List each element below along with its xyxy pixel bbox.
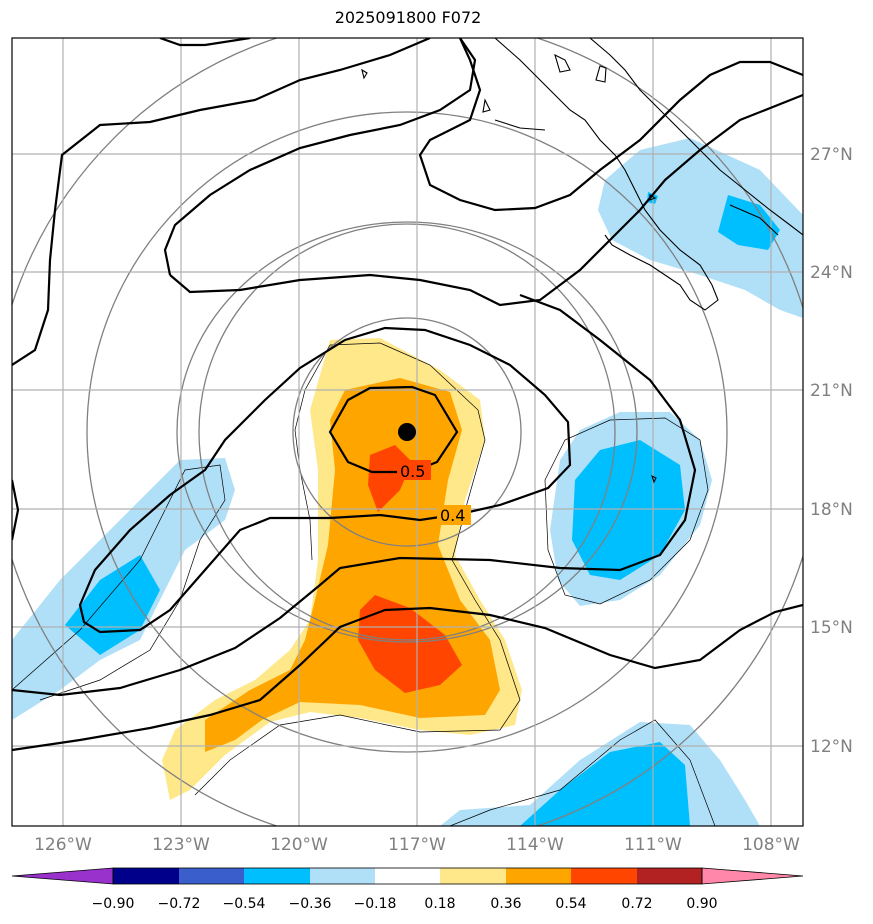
- storm-center-marker: [398, 423, 416, 441]
- colorbar-tick-1: −0.90: [92, 896, 135, 912]
- colorbar-tick-4: −0.36: [289, 896, 332, 912]
- lat-label-27n: 27°N: [810, 145, 853, 165]
- longitude-labels: 126°W 123°W 120°W 117°W 114°W 111°W 108°…: [34, 835, 800, 855]
- colorbar-segment-6: [440, 868, 506, 884]
- colorbar-segment-3: [244, 868, 310, 884]
- range-rings: [12, 38, 803, 826]
- lat-label-15n: 15°N: [810, 618, 853, 638]
- colorbar-extend-high: [701, 867, 804, 885]
- latitude-labels: 27°N 24°N 21°N 18°N 15°N 12°N: [810, 145, 853, 757]
- colorbar-tick-8: 0.54: [555, 896, 586, 912]
- lon-label-117w: 117°W: [388, 835, 446, 855]
- map-frame: [11, 37, 804, 827]
- map-title: 2025091800 F072: [334, 8, 482, 27]
- colorbar-segment-2: [179, 868, 244, 884]
- map-area: 0.5 0.4: [12, 38, 803, 826]
- colorbar: −0.90 −0.72 −0.54 −0.36 −0.18 0.18 0.36 …: [11, 867, 804, 912]
- lat-label-21n: 21°N: [810, 381, 853, 401]
- lat-label-24n: 24°N: [810, 263, 853, 283]
- colorbar-segment-5: [375, 868, 440, 884]
- colorbar-tick-10: 0.90: [686, 896, 717, 912]
- colorbar-tick-7: 0.36: [490, 896, 521, 912]
- lon-label-108w: 108°W: [742, 835, 800, 855]
- negative-anomaly-ne-light: [598, 138, 803, 318]
- graticule: [12, 38, 803, 826]
- contour-label-0p4: 0.4: [440, 506, 465, 525]
- colorbar-tick-2: −0.72: [158, 896, 201, 912]
- colorbar-tick-9: 0.72: [621, 896, 652, 912]
- colorbar-tick-5: −0.18: [354, 896, 397, 912]
- lat-label-12n: 12°N: [810, 737, 853, 757]
- colorbar-segment-8: [571, 868, 637, 884]
- lon-label-126w: 126°W: [34, 835, 92, 855]
- colorbar-segment-9: [637, 868, 702, 884]
- lat-label-18n: 18°N: [810, 500, 853, 520]
- positive-anomaly-red-south: [358, 595, 462, 693]
- lon-label-114w: 114°W: [506, 835, 564, 855]
- colorbar-tick-3: −0.54: [223, 896, 266, 912]
- coastline: [361, 38, 803, 484]
- colorbar-segment-1: [113, 868, 179, 884]
- colorbar-tick-6: 0.18: [424, 896, 455, 912]
- lon-label-111w: 111°W: [624, 835, 682, 855]
- colorbar-segment-7: [506, 868, 571, 884]
- lon-label-123w: 123°W: [152, 835, 210, 855]
- colorbar-segment-4: [310, 868, 375, 884]
- contour-label-0p5: 0.5: [400, 462, 425, 481]
- lon-label-120w: 120°W: [270, 835, 328, 855]
- negative-anomaly-ne-dark: [718, 195, 780, 250]
- colorbar-extend-low: [11, 867, 114, 885]
- negative-anomaly-s-dark: [520, 742, 690, 826]
- pressure-contours: [12, 38, 803, 752]
